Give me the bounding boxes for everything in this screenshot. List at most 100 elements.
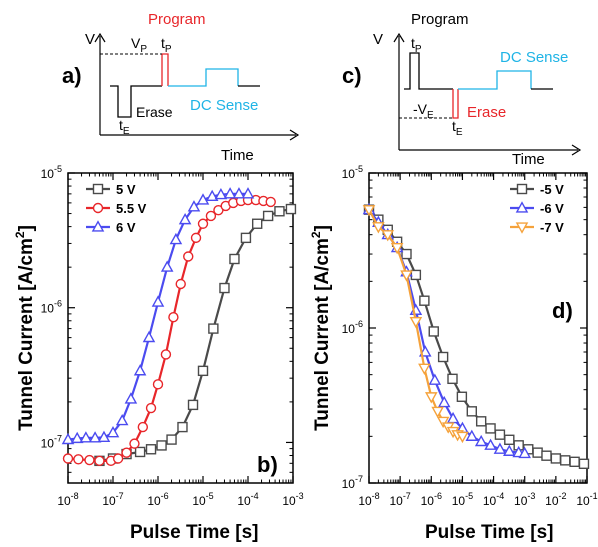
chart-b-data-point (62, 453, 74, 464)
chart-b-data-point (160, 260, 174, 272)
chart-b-x-tick-label: 10-3 (282, 491, 303, 508)
chart-b-data-point (241, 187, 255, 199)
chart-b-legend-marker (91, 220, 105, 232)
panel-a-x-arrow (289, 129, 300, 141)
chart-d-data-point (400, 270, 413, 282)
chart-b-x-tick-label: 10-6 (147, 491, 168, 508)
panel-c-erase-label: Erase (467, 104, 506, 121)
chart-b-data-point (197, 365, 209, 377)
chart-d-y-tick-label: 10-7 (342, 474, 363, 491)
panel-a-sense-pulse (168, 68, 239, 87)
panel-a-x-label: Time (221, 147, 254, 164)
chart-d-x-tick-label: 10-6 (421, 491, 442, 508)
chart-b-y-tick-label: 10-6 (41, 299, 62, 316)
panel-c-y-label: V (373, 31, 383, 48)
chart-b-data-point (88, 431, 102, 443)
chart-d-data-point (409, 316, 423, 329)
chart-b-data-point (152, 379, 164, 390)
chart-b-data-point (168, 312, 179, 323)
panel-c-x-arrow (571, 144, 582, 156)
panel-c-y-arrow (393, 32, 405, 43)
chart-b-data-point (223, 187, 237, 199)
chart-d-x-tick-label: 10-2 (545, 491, 566, 508)
chart-d-x-tick-label: 10-4 (483, 491, 504, 508)
chart-b-data-point (133, 364, 147, 376)
panel-a-tp-label: tP (161, 35, 172, 55)
chart-b-x-tick-label: 10-5 (192, 491, 213, 508)
panel-c-label: c) (342, 63, 362, 88)
chart-b-data-point (61, 432, 75, 445)
chart-b-data-point (183, 251, 194, 262)
chart-d-x-tick-label: 10-3 (514, 491, 535, 508)
chart-d-data-point (410, 269, 422, 281)
panel-c-program-label: Program (411, 11, 469, 28)
chart-b-data-point (178, 212, 192, 225)
chart-d-data-point (456, 391, 468, 402)
chart-d-legend-marker (515, 222, 529, 234)
chart-b-data-point (205, 210, 217, 222)
chart-d-data-point (431, 406, 444, 419)
chart-b-data-point (112, 453, 124, 464)
chart-b: 10-8 10-7 10-6 10-5 10-4 10-3 10-5 10-6 10-7 5 V… (13, 164, 304, 543)
chart-d-legend-label: -6 V (540, 201, 564, 216)
chart-d-data-point (446, 411, 460, 424)
panel-a-schematic: a) V Time VP tP Program Erase tE DC Sens… (62, 11, 300, 164)
panel-a-program-label: Program (148, 11, 206, 28)
panel-a-te-label: tE (119, 117, 130, 137)
chart-d-x-tick-label: 10-5 (452, 491, 473, 508)
panel-a-y-label: V (85, 31, 95, 48)
chart-b-data-point (175, 278, 186, 290)
panel-a-label: a) (62, 63, 82, 88)
chart-b-x-tick-label: 10-8 (57, 491, 78, 508)
panel-a-program-pulse (161, 53, 169, 86)
chart-b-data-point (129, 438, 140, 449)
chart-b-data-point (79, 431, 93, 443)
chart-b-data-point (187, 200, 201, 212)
chart-b-frame (67, 172, 294, 484)
panel-c-schematic: c) V Time Program tP -VE tE Erase DC Sen… (342, 11, 582, 168)
chart-b-data-point (196, 193, 210, 205)
chart-b-data-point (232, 187, 246, 199)
chart-b-data-point (115, 413, 129, 426)
panel-c-sense-pulse (458, 70, 532, 90)
chart-b-legend-label: 5 V (116, 182, 136, 197)
chart-b-data-point (94, 455, 105, 467)
chart-d-data-point (456, 431, 469, 444)
chart-d-data-point (541, 450, 552, 461)
chart-d-data-point (503, 444, 516, 456)
chart-d-data-point (390, 243, 404, 255)
chart-d-data-point (494, 429, 506, 440)
panel-c-te-label: tE (452, 118, 463, 138)
chart-b-data-point (169, 232, 183, 245)
chart-d-data-point (466, 406, 478, 417)
chart-b-data-point (73, 454, 84, 465)
chart-b-series-line-0 (99, 208, 292, 462)
chart-d-y-tick-label: 10-6 (342, 319, 363, 336)
panel-a-erase-label: Erase (136, 104, 173, 120)
chart-d-data-point (485, 423, 496, 434)
chart-b-data-point (251, 218, 263, 229)
chart-b-legend-marker (92, 202, 104, 214)
chart-d-x-tick-label: 10-8 (358, 491, 379, 508)
chart-b-data-point (190, 232, 202, 244)
chart-d-data-point (437, 351, 449, 363)
chart-b-data-point (229, 253, 240, 265)
chart-b-data-point (219, 282, 230, 294)
panel-a-sense-label: DC Sense (190, 97, 258, 114)
panel-c-ve-label: -VE (413, 101, 434, 121)
chart-d-legend-marker (515, 201, 529, 213)
chart-b-data-point (121, 447, 132, 458)
chart-b-legend-label: 5.5 V (116, 201, 147, 216)
chart-b-data-point (84, 454, 95, 466)
chart-d-legend: -5 V -6 V -7 V (510, 182, 564, 235)
chart-b-data-point (145, 444, 157, 455)
chart-d-data-point (518, 446, 532, 459)
chart-d-data-point (447, 373, 458, 385)
panel-c-x-label: Time (512, 151, 545, 168)
chart-d-data-point (484, 438, 497, 450)
chart-b-data-point (145, 402, 157, 414)
panel-c-waveform-base (404, 52, 453, 90)
chart-b-data-point (166, 434, 177, 445)
chart-b-data-point (187, 399, 199, 411)
